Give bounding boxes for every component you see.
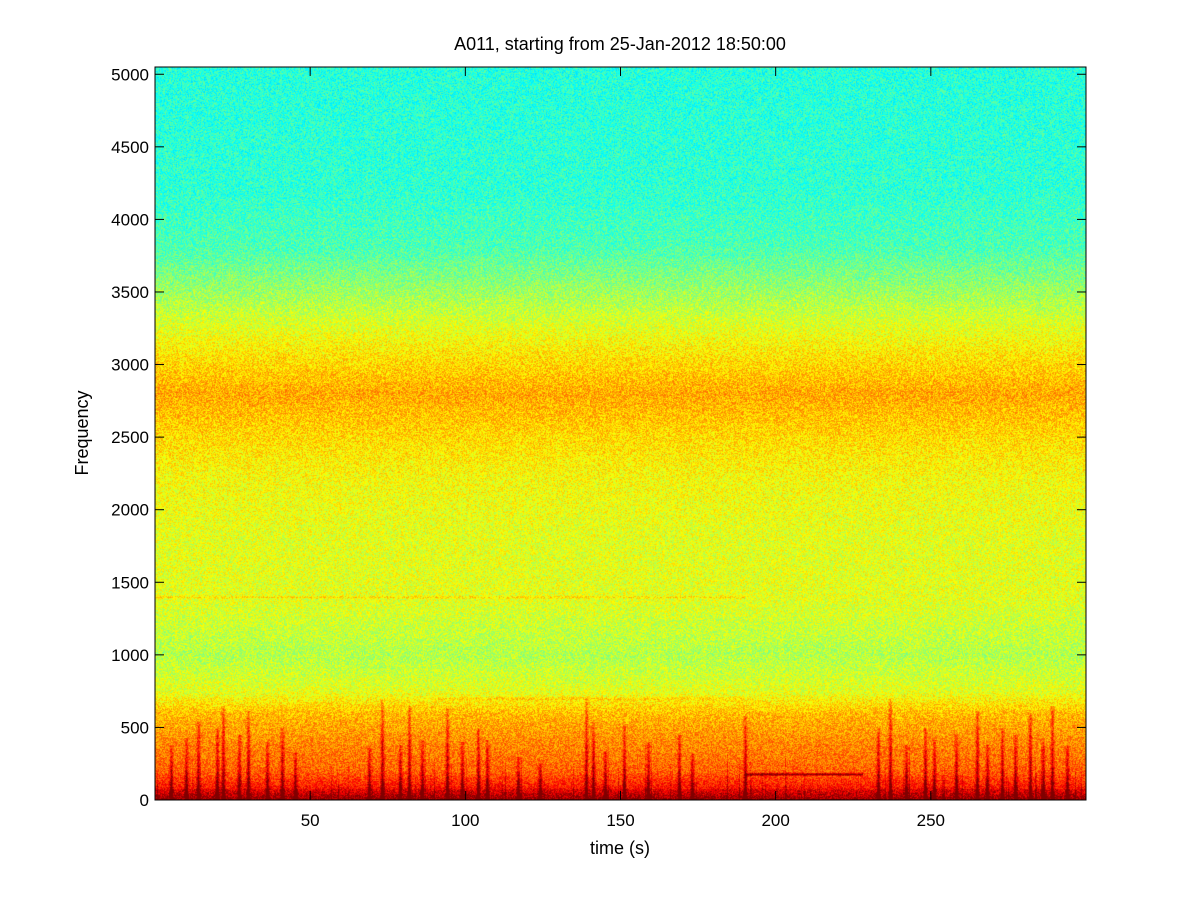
x-tick-label: 200 <box>761 811 789 830</box>
plot-area <box>154 66 1087 801</box>
y-tick-label: 1500 <box>111 573 149 592</box>
y-tick-label: 500 <box>121 718 149 737</box>
y-tick-label: 0 <box>140 791 149 810</box>
x-tick-label: 250 <box>917 811 945 830</box>
x-axis: 50 100 150 200 250 <box>301 67 945 830</box>
chart-title: A011, starting from 25-Jan-2012 18:50:00 <box>454 34 786 54</box>
x-axis-label: time (s) <box>590 838 650 858</box>
y-tick-label: 4500 <box>111 138 149 157</box>
y-tick-label: 3000 <box>111 356 149 375</box>
y-axis-label: Frequency <box>72 390 92 475</box>
y-tick-label: 1000 <box>111 646 149 665</box>
y-tick-label: 5000 <box>111 65 149 84</box>
y-axis: 0 500 1000 1500 2000 2500 3000 3500 4000 4500 5000 <box>111 65 1086 810</box>
x-tick-label: 150 <box>606 811 634 830</box>
y-tick-label: 4000 <box>111 210 149 229</box>
y-tick-label: 2500 <box>111 428 149 447</box>
x-tick-label: 50 <box>301 811 320 830</box>
x-tick-label: 100 <box>451 811 479 830</box>
y-tick-label: 2000 <box>111 501 149 520</box>
spectrogram-heatmap <box>155 67 1086 800</box>
y-tick-label: 3500 <box>111 283 149 302</box>
